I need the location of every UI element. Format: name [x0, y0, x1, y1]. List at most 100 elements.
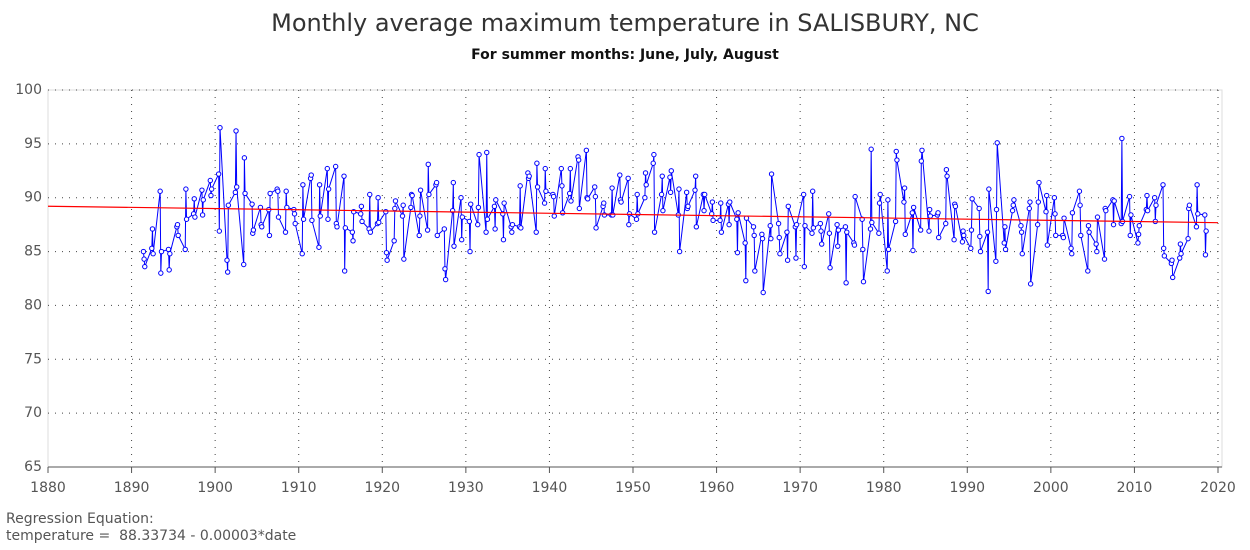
- x-tick-label: 2010: [1117, 480, 1153, 496]
- data-point: [876, 230, 882, 236]
- data-point: [752, 268, 758, 274]
- data-point: [685, 203, 691, 210]
- y-tick-label: 85: [24, 244, 42, 260]
- data-point: [735, 210, 741, 216]
- data-point: [842, 224, 849, 230]
- data-point: [483, 229, 489, 235]
- data-point: [884, 268, 890, 274]
- data-point: [518, 225, 524, 231]
- data-point: [993, 206, 1000, 213]
- data-point: [1018, 229, 1025, 235]
- data-point: [936, 234, 942, 241]
- y-tick-label: 65: [24, 459, 42, 475]
- data-point: [141, 256, 147, 262]
- data-point: [259, 224, 265, 230]
- data-point: [1069, 251, 1075, 257]
- data-point: [894, 157, 900, 163]
- data-point: [358, 203, 365, 210]
- data-point: [943, 220, 949, 227]
- data-point: [701, 207, 707, 214]
- data-point: [174, 221, 181, 228]
- data-point: [367, 191, 373, 198]
- data-point: [800, 191, 807, 198]
- x-tick-label: 1980: [866, 480, 902, 496]
- data-point: [241, 155, 248, 161]
- data-point: [1011, 197, 1017, 203]
- data-point: [1009, 207, 1016, 214]
- data-point: [1069, 210, 1076, 216]
- data-point: [785, 203, 791, 210]
- data-point: [1135, 231, 1142, 238]
- data-point: [709, 199, 716, 205]
- data-point: [625, 175, 631, 182]
- data-point: [1076, 188, 1083, 194]
- data-point: [225, 202, 232, 208]
- data-point: [633, 216, 640, 222]
- data-point: [341, 268, 348, 274]
- data-point: [1093, 241, 1099, 247]
- series-line: [142, 127, 1207, 293]
- data-point: [292, 220, 298, 227]
- data-point: [1035, 199, 1042, 205]
- data-point: [618, 199, 624, 205]
- data-point: [408, 204, 414, 211]
- data-point: [376, 219, 382, 226]
- x-tick-label: 2000: [1033, 480, 1069, 496]
- y-tick-label: 70: [24, 405, 42, 421]
- data-point: [676, 186, 682, 192]
- data-point: [1019, 251, 1025, 257]
- data-point: [585, 196, 591, 202]
- data-point: [860, 279, 867, 285]
- data-point: [208, 186, 215, 192]
- data-point: [459, 214, 466, 220]
- data-point: [985, 288, 991, 295]
- data-point: [626, 221, 632, 228]
- data-point: [167, 251, 173, 257]
- data-point: [1151, 195, 1158, 201]
- data-point: [568, 198, 574, 204]
- data-point: [609, 185, 615, 191]
- data-point: [458, 237, 465, 243]
- data-point: [1002, 224, 1008, 230]
- data-point: [1185, 235, 1191, 242]
- data-point: [935, 210, 941, 216]
- data-point: [601, 212, 608, 218]
- data-point: [542, 165, 548, 172]
- data-point: [835, 227, 842, 233]
- chart-title: Monthly average maximum temperature in S…: [271, 9, 979, 37]
- y-tick-label: 90: [24, 190, 42, 206]
- data-point: [642, 195, 648, 201]
- data-point: [232, 189, 239, 196]
- data-point: [493, 197, 499, 203]
- data-point: [451, 243, 457, 249]
- data-point: [826, 211, 832, 217]
- data-point: [960, 228, 966, 234]
- data-point: [1178, 251, 1184, 257]
- data-point: [1127, 232, 1133, 239]
- data-point: [726, 221, 732, 228]
- data-point: [819, 241, 825, 247]
- data-point: [207, 177, 213, 184]
- data-point: [275, 214, 282, 220]
- data-point: [968, 245, 974, 252]
- data-point: [399, 213, 406, 219]
- data-point: [1085, 223, 1092, 229]
- data-point: [718, 229, 725, 235]
- data-point: [466, 218, 473, 225]
- data-point: [659, 173, 665, 179]
- data-point: [834, 221, 840, 228]
- data-point: [426, 191, 432, 198]
- data-point: [952, 203, 959, 210]
- data-point: [885, 246, 892, 253]
- data-point: [901, 185, 908, 191]
- data-point: [902, 231, 908, 238]
- data-point: [668, 168, 674, 174]
- data-point: [793, 255, 799, 261]
- data-point: [969, 196, 975, 202]
- data-point: [868, 146, 874, 152]
- y-tick-label: 100: [15, 82, 42, 98]
- data-point: [601, 200, 607, 206]
- annotation: Regression Equation:: [6, 511, 154, 527]
- data-point: [1128, 212, 1134, 218]
- data-point: [200, 197, 206, 203]
